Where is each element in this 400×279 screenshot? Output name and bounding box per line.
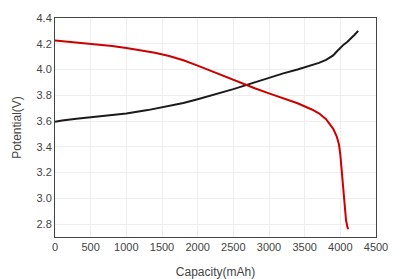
svg-text:1500: 1500 [150, 241, 174, 253]
svg-text:Capacity(mAh): Capacity(mAh) [176, 265, 255, 279]
svg-text:3.4: 3.4 [37, 141, 52, 153]
svg-text:500: 500 [81, 241, 99, 253]
svg-text:0: 0 [52, 241, 58, 253]
svg-text:3000: 3000 [257, 241, 281, 253]
svg-text:4500: 4500 [364, 241, 388, 253]
svg-text:2.8: 2.8 [37, 218, 52, 230]
svg-text:3.6: 3.6 [37, 115, 52, 127]
svg-text:3.8: 3.8 [37, 89, 52, 101]
svg-text:3.0: 3.0 [37, 192, 52, 204]
svg-text:1000: 1000 [114, 241, 138, 253]
svg-text:4.4: 4.4 [37, 12, 52, 24]
svg-text:4.2: 4.2 [37, 38, 52, 50]
svg-text:Potential(V): Potential(V) [10, 96, 24, 159]
svg-text:3500: 3500 [292, 241, 316, 253]
svg-text:4000: 4000 [328, 241, 352, 253]
svg-text:2500: 2500 [221, 241, 245, 253]
svg-text:2000: 2000 [185, 241, 209, 253]
svg-text:3.2: 3.2 [37, 166, 52, 178]
svg-text:4.0: 4.0 [37, 63, 52, 75]
